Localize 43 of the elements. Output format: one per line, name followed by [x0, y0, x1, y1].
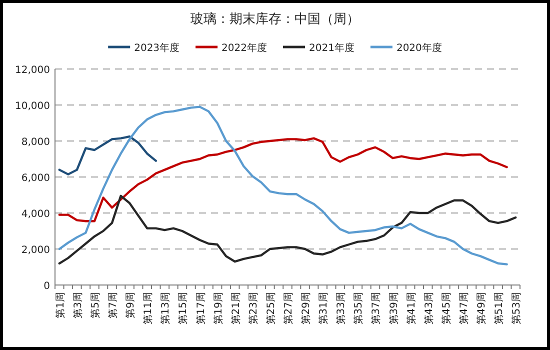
y-tick-label: 2,000: [21, 245, 50, 256]
x-tick-label: 第29周: [300, 292, 312, 325]
x-tick-label: 第33周: [335, 292, 348, 325]
x-tick-label: 第13周: [160, 292, 172, 325]
y-tick-label: 6,000: [21, 173, 50, 184]
legend-label: 2023年度: [134, 42, 180, 54]
x-tick-label: 第47周: [458, 292, 470, 325]
x-tick-label: 第19周: [212, 292, 224, 325]
line-series: [58, 106, 508, 266]
legend-label: 2021年度: [309, 42, 354, 54]
chart-title: 玻璃：期末库存：中国（周）: [190, 12, 360, 27]
y-tick-label: 0: [44, 281, 50, 292]
y-tick-label: 10,000: [15, 101, 50, 112]
line-series: [58, 194, 517, 264]
x-tick-label: 第23周: [247, 292, 260, 325]
x-tick-label: 第43周: [422, 292, 435, 325]
x-tick-label: 第37周: [370, 292, 382, 325]
x-tick-label: 第31周: [318, 292, 330, 325]
x-tick-label: 第53周: [510, 292, 523, 325]
x-tick-label: 第49周: [476, 292, 488, 325]
x-tick-label: 第27周: [282, 292, 294, 325]
x-tick-label: 第39周: [388, 292, 400, 325]
x-tick-label: 第1周: [54, 292, 66, 318]
x-tick-label: 第41周: [405, 292, 418, 325]
x-tick-label: 第3周: [72, 292, 84, 318]
line-series: [58, 137, 508, 222]
y-tick-label: 8,000: [21, 137, 50, 148]
legend-label: 2022年度: [222, 42, 267, 54]
x-tick-label: 第51周: [493, 292, 506, 325]
x-tick-label: 第11周: [142, 292, 154, 325]
x-tick-label: 第15周: [177, 292, 190, 325]
x-tick-label: 第21周: [230, 292, 242, 325]
x-tick-label: 第9周: [124, 292, 137, 318]
legend-label: 2020年度: [396, 42, 442, 54]
y-tick-label: 12,000: [15, 65, 50, 76]
x-tick-label: 第5周: [89, 292, 102, 318]
x-tick-label: 第25周: [264, 292, 277, 325]
y-tick-label: 4,000: [21, 209, 50, 220]
x-tick-label: 第17周: [194, 292, 207, 325]
x-tick-label: 第35周: [352, 292, 365, 325]
line-series: [58, 135, 157, 176]
x-tick-label: 第45周: [440, 292, 452, 325]
x-tick-label: 第7周: [107, 292, 120, 318]
